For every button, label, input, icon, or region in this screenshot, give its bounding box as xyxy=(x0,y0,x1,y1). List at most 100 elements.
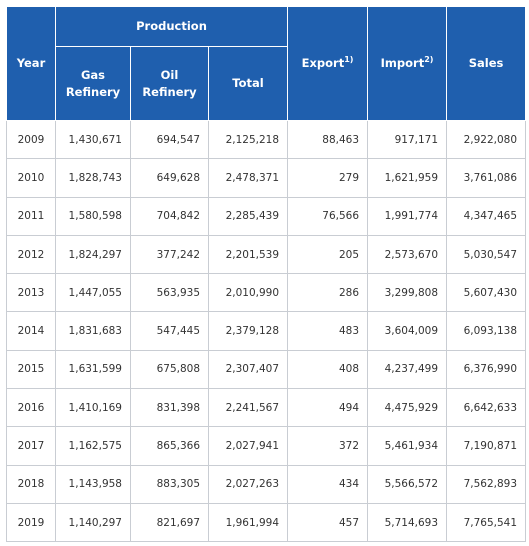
table-container: Year Production Export1) Import2) Sales … xyxy=(6,6,527,543)
value-cell: 2,379,128 xyxy=(207,311,289,351)
header-cell: Import2) xyxy=(367,6,448,121)
year-cell: 2014 xyxy=(6,311,56,351)
value-cell: 205 xyxy=(287,234,369,275)
header-cell: Sales xyxy=(446,6,527,121)
table-row: 2019 1,140,297 821,697 1,961,994 457 5,714,69… xyxy=(6,502,527,543)
value-cell: 865,366 xyxy=(130,426,209,466)
value-cell: 5,566,572 xyxy=(367,464,448,504)
value-cell: 4,475,929 xyxy=(367,388,448,428)
value-cell: 563,935 xyxy=(130,273,209,313)
value-cell: 2,125,218 xyxy=(207,119,289,160)
value-cell: 1,991,774 xyxy=(367,196,448,236)
year-cell: 2017 xyxy=(6,426,56,466)
value-cell: 4,347,465 xyxy=(446,196,527,236)
value-cell: 547,445 xyxy=(130,311,209,351)
value-cell: 2,027,263 xyxy=(207,464,289,504)
value-cell: 1,140,297 xyxy=(55,502,131,543)
value-cell: 2,201,539 xyxy=(207,234,289,275)
year-cell: 2011 xyxy=(6,196,56,236)
footnote-mark: 1) xyxy=(344,55,354,64)
header-row: Gas Refinery Oil Refinery Total xyxy=(7,46,526,121)
value-cell: 2,307,407 xyxy=(207,349,289,390)
year-cell: 2009 xyxy=(6,119,56,160)
header-cell: Export1) xyxy=(287,6,369,121)
value-cell: 2,241,567 xyxy=(207,388,289,428)
value-cell: 821,697 xyxy=(130,502,209,543)
value-cell: 917,171 xyxy=(367,119,448,160)
value-cell: 2,027,941 xyxy=(207,426,289,466)
value-cell: 286 xyxy=(287,273,369,313)
value-cell: 2,922,080 xyxy=(446,119,527,160)
value-cell: 1,824,297 xyxy=(55,234,131,275)
table-row: 2013 1,447,055 563,935 2,010,990 286 3,299,80… xyxy=(6,273,527,313)
header-text: Export xyxy=(301,56,345,70)
footnote-mark: 2) xyxy=(424,55,434,64)
value-cell: 649,628 xyxy=(130,158,209,198)
year-cell: 2019 xyxy=(6,502,56,543)
year-cell: 2018 xyxy=(6,464,56,504)
header-cell: Gas Refinery xyxy=(55,46,131,121)
value-cell: 1,631,599 xyxy=(55,349,131,390)
header-row: Year Production Export1) Import2) Sales xyxy=(6,6,527,121)
value-cell: 7,562,893 xyxy=(446,464,527,504)
table-row: 2015 1,631,599 675,808 2,307,407 408 4,237,49… xyxy=(6,349,527,390)
value-cell: 6,376,990 xyxy=(446,349,527,390)
header-text: Import xyxy=(380,56,425,70)
table-body: 2009 1,430,671 694,547 2,125,218 88,463 917,1… xyxy=(6,119,527,543)
value-cell: 1,828,743 xyxy=(55,158,131,198)
value-cell: 372 xyxy=(287,426,369,466)
value-cell: 1,162,575 xyxy=(55,426,131,466)
value-cell: 4,237,499 xyxy=(367,349,448,390)
value-cell: 2,285,439 xyxy=(207,196,289,236)
table-row: 2012 1,824,297 377,242 2,201,539 205 2,573,67… xyxy=(6,234,527,275)
table-row: 2018 1,143,958 883,305 2,027,263 434 5,566,57… xyxy=(6,464,527,504)
value-cell: 3,299,808 xyxy=(367,273,448,313)
value-cell: 457 xyxy=(287,502,369,543)
value-cell: 408 xyxy=(287,349,369,390)
value-cell: 5,461,934 xyxy=(367,426,448,466)
table-row: 2017 1,162,575 865,366 2,027,941 372 5,461,93… xyxy=(6,426,527,466)
year-cell: 2015 xyxy=(6,349,56,390)
table-row: 2011 1,580,598 704,842 2,285,439 76,566 1,991… xyxy=(6,196,527,236)
header-cell: Total xyxy=(207,46,289,121)
value-cell: 5,030,547 xyxy=(446,234,527,275)
table-row: 2010 1,828,743 649,628 2,478,371 279 1,621,95… xyxy=(6,158,527,198)
year-cell: 2010 xyxy=(6,158,56,198)
value-cell: 377,242 xyxy=(130,234,209,275)
value-cell: 3,761,086 xyxy=(446,158,527,198)
value-cell: 1,447,055 xyxy=(55,273,131,313)
value-cell: 831,398 xyxy=(130,388,209,428)
value-cell: 2,010,990 xyxy=(207,273,289,313)
header-cell: Year xyxy=(6,6,56,121)
data-table: Year Production Export1) Import2) Sales … xyxy=(6,6,527,543)
value-cell: 3,604,009 xyxy=(367,311,448,351)
value-cell: 494 xyxy=(287,388,369,428)
year-cell: 2013 xyxy=(6,273,56,313)
value-cell: 483 xyxy=(287,311,369,351)
header-cell: Production xyxy=(54,6,289,47)
value-cell: 1,831,683 xyxy=(55,311,131,351)
value-cell: 2,573,670 xyxy=(367,234,448,275)
value-cell: 76,566 xyxy=(287,196,369,236)
value-cell: 1,621,959 xyxy=(367,158,448,198)
value-cell: 883,305 xyxy=(130,464,209,504)
value-cell: 6,642,633 xyxy=(446,388,527,428)
value-cell: 7,190,871 xyxy=(446,426,527,466)
value-cell: 2,478,371 xyxy=(207,158,289,198)
value-cell: 704,842 xyxy=(130,196,209,236)
value-cell: 6,093,138 xyxy=(446,311,527,351)
value-cell: 1,580,598 xyxy=(55,196,131,236)
table-row: 2014 1,831,683 547,445 2,379,128 483 3,604,00… xyxy=(6,311,527,351)
value-cell: 694,547 xyxy=(130,119,209,160)
value-cell: 7,765,541 xyxy=(446,502,527,543)
table-row: 2009 1,430,671 694,547 2,125,218 88,463 917,1… xyxy=(6,119,527,160)
value-cell: 1,961,994 xyxy=(207,502,289,543)
table-row: 2016 1,410,169 831,398 2,241,567 494 4,475,92… xyxy=(6,388,527,428)
value-cell: 5,607,430 xyxy=(446,273,527,313)
value-cell: 675,808 xyxy=(130,349,209,390)
value-cell: 434 xyxy=(287,464,369,504)
year-cell: 2016 xyxy=(6,388,56,428)
year-cell: 2012 xyxy=(6,234,56,275)
value-cell: 1,430,671 xyxy=(55,119,131,160)
